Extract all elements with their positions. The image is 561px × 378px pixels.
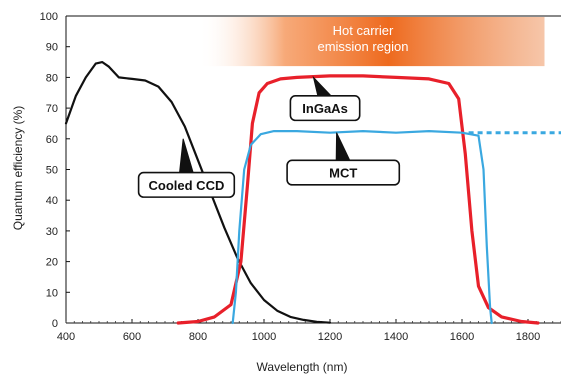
region-label-line2: emission region [317, 39, 408, 54]
x-tick-label: 1600 [450, 331, 474, 343]
y-tick-label: 100 [40, 11, 58, 23]
axis-ticks: 0 10 20 30 40 50 60 70 80 90 100 400 600 800 1000 1200 1… [40, 11, 561, 343]
x-tick-label: 1200 [318, 331, 342, 343]
callout-box-mct [286, 159, 401, 186]
y-tick-label: 40 [46, 195, 58, 207]
x-tick-label: 1000 [252, 331, 276, 343]
y-tick-label: 0 [52, 318, 58, 330]
x-tick-label: 800 [189, 331, 207, 343]
y-tick-label: 60 [46, 134, 58, 146]
y-tick-label: 20 [46, 257, 58, 269]
y-axis-title: Quantum efficiency (%) [11, 106, 25, 231]
callout-label-cooled-ccd: Cooled CCD [149, 178, 225, 193]
callout-box-ingaas [289, 95, 361, 122]
callout-pointer-mct [335, 132, 351, 162]
callout-label-mct: MCT [329, 166, 357, 181]
y-tick-label: 50 [46, 165, 58, 177]
x-tick-label: 400 [57, 331, 75, 343]
callout-pointer-ingaas [312, 75, 334, 98]
series-line-cooled-ccd [64, 61, 332, 324]
y-tick-label: 80 [46, 72, 58, 84]
series-lines [64, 61, 561, 325]
x-tick-label: 1800 [516, 331, 540, 343]
y-tick-label: 90 [46, 42, 58, 54]
x-tick-label: 600 [123, 331, 141, 343]
y-tick-label: 70 [46, 103, 58, 115]
series-line-ingaas [176, 74, 540, 325]
region-label-line1: Hot carrier [333, 23, 394, 38]
callout-box-cooled-ccd [137, 171, 236, 198]
y-tick-label: 10 [46, 287, 58, 299]
x-tick-label: 1400 [384, 331, 408, 343]
x-axis-title: Wavelength (nm) [257, 360, 348, 374]
callout-label-ingaas: InGaAs [302, 101, 348, 116]
hot-carrier-region-band [198, 17, 545, 67]
y-tick-label: 30 [46, 226, 58, 238]
series-line-mct [231, 130, 493, 325]
callouts: Cooled CCD InGaAs MCT [137, 75, 401, 198]
